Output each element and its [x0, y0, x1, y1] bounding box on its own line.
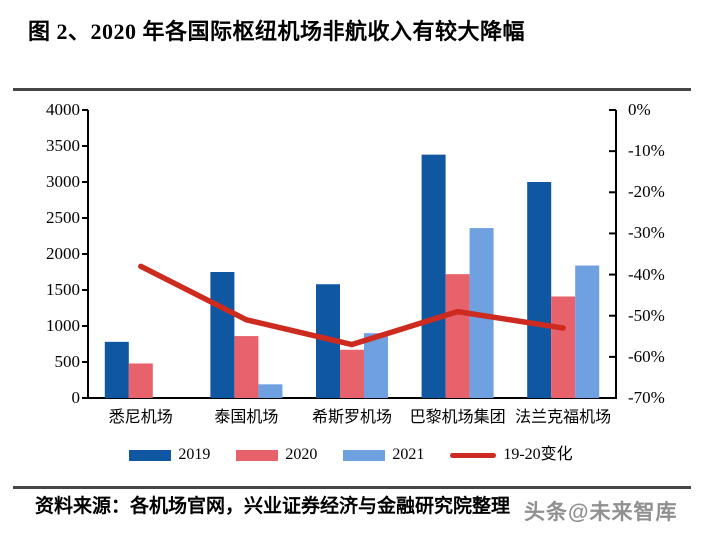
- right-axis-tick-label: -70%: [628, 388, 665, 407]
- legend-label: 2019: [178, 446, 211, 463]
- right-axis-tick-label: -40%: [628, 264, 665, 284]
- bar-series1-cat4: [551, 296, 576, 398]
- change-line: [138, 263, 566, 348]
- legend-item: 2020: [236, 446, 317, 464]
- left-axis-tick-label: 0: [71, 388, 81, 407]
- category-label: 泰国机场: [214, 409, 279, 426]
- category-label: 悉尼机场: [108, 409, 173, 426]
- bottom-divider-rule: [13, 486, 691, 489]
- left-axis-tick-label: 500: [54, 352, 81, 371]
- right-axis-tick-label: -30%: [628, 223, 665, 243]
- left-axis-tick-label: 3000: [46, 172, 80, 191]
- bar-series2-cat4: [575, 265, 600, 398]
- category-label: 巴黎机场集团: [409, 409, 506, 426]
- bar-series2-cat2: [364, 333, 388, 398]
- bar-series0-cat0: [104, 341, 129, 398]
- right-axis-tick-label: -60%: [628, 346, 665, 366]
- right-axis-tick-label: 0%: [628, 100, 651, 119]
- bar-series0-cat4: [527, 182, 552, 398]
- left-axis-tick-label: 1500: [46, 280, 80, 299]
- chart-svg: [82, 109, 617, 399]
- bar-series0-cat3: [421, 154, 446, 398]
- legend-swatch-bar: [343, 449, 386, 461]
- bar-series1-cat1: [234, 336, 259, 398]
- watermark-text: 头条@未来智库: [524, 501, 678, 524]
- bar-series0-cat1: [210, 272, 235, 398]
- bar-series1-cat2: [340, 349, 364, 398]
- legend-label: 19-20变化: [503, 446, 573, 463]
- legend-swatch-bar: [236, 449, 279, 461]
- right-axis-tick-label: -50%: [628, 305, 665, 325]
- legend-label: 2021: [392, 446, 425, 463]
- bar-series1-cat3: [445, 274, 470, 398]
- legend-label: 2020: [285, 446, 318, 463]
- legend-item: 2019: [129, 446, 210, 464]
- top-divider-rule: [13, 88, 691, 91]
- bar-series2-cat1: [258, 384, 283, 398]
- chart-title: 图 2、2020 年各国际枢纽机场非航收入有较大降幅: [28, 19, 526, 44]
- category-label: 法兰克福机场: [515, 409, 612, 426]
- right-axis-tick-label: -20%: [628, 182, 665, 202]
- bar-series1-cat0: [128, 363, 153, 398]
- chart-legend: 2019 2020 2021 19-20变化: [0, 446, 702, 464]
- right-axis-tick-label: -10%: [628, 141, 665, 161]
- source-note: 资料来源：各机场官网，兴业证券经济与金融研究院整理: [35, 496, 511, 517]
- left-axis-tick-label: 4000: [46, 100, 80, 119]
- left-axis-tick-label: 3500: [46, 136, 80, 155]
- legend-swatch-line: [450, 452, 497, 458]
- left-axis-tick-label: 2500: [46, 208, 80, 227]
- legend-swatch-bar: [129, 449, 172, 461]
- legend-item: 19-20变化: [450, 446, 573, 464]
- category-label: 希斯罗机场: [311, 409, 392, 426]
- left-axis-tick-label: 2000: [46, 244, 80, 263]
- legend-item: 2021: [343, 446, 424, 464]
- left-axis-tick-label: 1000: [46, 316, 80, 335]
